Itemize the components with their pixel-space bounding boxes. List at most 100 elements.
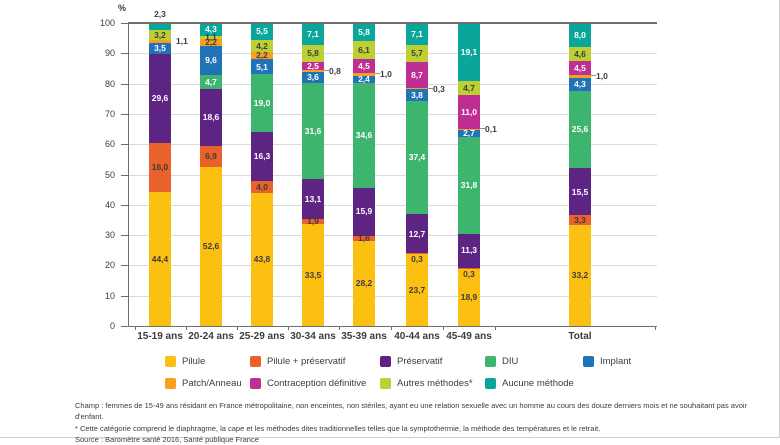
value-label-pr-servatif-35-39-ans: 15,9 <box>356 207 373 216</box>
bar-segment-pilule-20-24-ans: 52,6 <box>200 167 222 326</box>
y-tick-label-70: 70 <box>83 109 115 119</box>
bar-segment-aucune-m-thode-45-49-ans: 19,1 <box>458 23 480 81</box>
bar-segment-pilule-25-29-ans: 43,8 <box>251 193 273 326</box>
x-tick-1 <box>186 326 187 330</box>
legend-label-implant: Implant <box>600 356 631 367</box>
x-tick-3 <box>288 326 289 330</box>
value-label-pilule-15-19-ans: 44,4 <box>152 255 169 264</box>
legend-item-patch-anneau: Patch/Anneau <box>165 378 242 389</box>
legend-swatch-patch-anneau <box>165 378 176 389</box>
bar-segment-pilule-35-39-ans: 28,2 <box>353 241 375 326</box>
legend-label-pilule-pr-servatif: Pilule + préservatif <box>267 356 345 367</box>
value-label-autres-m-thodes-40-44-ans: 5,7 <box>411 49 423 58</box>
value-label-pilule-pr-servatif-25-29-ans: 4,0 <box>256 183 268 192</box>
value-label-patch-anneau-total: 1,0 <box>596 71 608 81</box>
bar-segment-implant-40-44-ans: 3,8 <box>406 89 428 101</box>
value-label-pilule-pr-servatif-20-24-ans: 6,9 <box>205 152 217 161</box>
bar-segment-autres-m-thodes-total: 4,6 <box>569 47 591 61</box>
value-label-contraception-d-finitive-35-39-ans: 4,5 <box>358 62 370 71</box>
legend-label-patch-anneau: Patch/Anneau <box>182 378 242 389</box>
legend-label-aucune-m-thode: Aucune méthode <box>502 378 574 389</box>
legend-label-pr-servatif: Préservatif <box>397 356 442 367</box>
value-label-patch-anneau-45-49-ans: 0,1 <box>485 124 497 134</box>
y-tick-100 <box>121 23 128 24</box>
bar-segment-pilule-pr-servatif-25-29-ans: 4,0 <box>251 181 273 193</box>
bar-segment-pr-servatif-20-24-ans: 18,6 <box>200 89 222 145</box>
legend-label-diu: DIU <box>502 356 518 367</box>
bar-segment-aucune-m-thode-total: 8,0 <box>569 23 591 47</box>
bar-segment-pilule-pr-servatif-total: 3,3 <box>569 215 591 225</box>
bar-segment-diu-20-24-ans: 4,7 <box>200 75 222 89</box>
y-tick-60 <box>121 144 128 145</box>
value-label-contraception-d-finitive-40-44-ans: 8,7 <box>411 71 423 80</box>
bar-segment-autres-m-thodes-45-49-ans: 4,7 <box>458 81 480 95</box>
bar-segment-patch-anneau-25-29-ans: 2,2 <box>251 52 273 59</box>
legend-label-autres-m-thodes: Autres méthodes* <box>397 378 473 389</box>
bar-segment-pilule-pr-servatif-30-34-ans: 1,9 <box>302 219 324 225</box>
x-category-label-total: Total <box>544 331 616 342</box>
bar-segment-aucune-m-thode-15-19-ans <box>149 23 171 30</box>
value-label-autres-m-thodes-20-24-ans: 1,1 <box>205 33 217 42</box>
value-label-aucune-m-thode-35-39-ans: 5,8 <box>358 28 370 37</box>
value-label-pilule-pr-servatif-35-39-ans: 1,6 <box>358 234 370 243</box>
bar-segment-implant-30-34-ans: 3,6 <box>302 72 324 83</box>
bar-segment-patch-anneau-total <box>569 75 591 78</box>
y-tick-label-60: 60 <box>83 139 115 149</box>
legend-swatch-contraception-d-finitive <box>250 378 261 389</box>
value-label-aucune-m-thode-45-49-ans: 19,1 <box>461 48 478 57</box>
legend-swatch-diu <box>485 356 496 367</box>
bar-segment-aucune-m-thode-35-39-ans: 5,8 <box>353 23 375 41</box>
bar-segment-diu-total: 25,6 <box>569 91 591 169</box>
bar-segment-autres-m-thodes-35-39-ans: 6,1 <box>353 41 375 59</box>
legend-item-pilule-pr-servatif: Pilule + préservatif <box>250 356 345 367</box>
value-label-pilule-30-34-ans: 33,5 <box>305 271 322 280</box>
bar-segment-implant-45-49-ans: 2,7 <box>458 129 480 137</box>
x-tick-2 <box>237 326 238 330</box>
bar-segment-aucune-m-thode-30-34-ans: 7,1 <box>302 23 324 45</box>
bar-segment-diu-40-44-ans: 37,4 <box>406 101 428 215</box>
value-label-autres-m-thodes-15-19-ans: 3,2 <box>154 31 166 40</box>
value-label-pr-servatif-30-34-ans: 13,1 <box>305 195 322 204</box>
bar-segment-pr-servatif-40-44-ans: 12,7 <box>406 214 428 253</box>
bar-segment-pilule-pr-servatif-20-24-ans: 6,9 <box>200 146 222 167</box>
value-label-pilule-25-29-ans: 43,8 <box>254 255 271 264</box>
x-category-label-45-49-ans: 45-49 ans <box>433 331 505 342</box>
legend-item-implant: Implant <box>583 356 631 367</box>
legend-swatch-pr-servatif <box>380 356 391 367</box>
y-tick-label-20: 20 <box>83 260 115 270</box>
y-tick-label-30: 30 <box>83 230 115 240</box>
value-label-implant-20-24-ans: 9,6 <box>205 56 217 65</box>
bar-segment-autres-m-thodes-20-24-ans: 1,1 <box>200 36 222 39</box>
bar-segment-implant-25-29-ans: 5,1 <box>251 59 273 74</box>
value-label-aucune-m-thode-25-29-ans: 5,5 <box>256 27 268 36</box>
x-tick-5 <box>391 326 392 330</box>
y-tick-10 <box>121 296 128 297</box>
value-label-pr-servatif-20-24-ans: 18,6 <box>203 113 220 122</box>
y-tick-label-100: 100 <box>83 18 115 28</box>
value-label-pr-servatif-45-49-ans: 11,3 <box>461 246 477 255</box>
value-label-pilule-pr-servatif-40-44-ans: 0,3 <box>406 254 428 264</box>
bar-segment-diu-35-39-ans: 34,6 <box>353 83 375 188</box>
bar-segment-pilule-15-19-ans: 44,4 <box>149 192 171 326</box>
legend-swatch-pilule-pr-servatif <box>250 356 261 367</box>
value-label-autres-m-thodes-25-29-ans: 4,2 <box>256 42 268 51</box>
legend-item-diu: DIU <box>485 356 518 367</box>
y-tick-0 <box>121 326 128 327</box>
value-label-diu-30-34-ans: 31,6 <box>305 127 322 136</box>
value-label-pr-servatif-40-44-ans: 12,7 <box>409 230 426 239</box>
value-label-patch-anneau-40-44-ans: 0,3 <box>433 84 445 94</box>
bar-segment-pr-servatif-35-39-ans: 15,9 <box>353 188 375 236</box>
bar-segment-implant-20-24-ans: 9,6 <box>200 46 222 75</box>
value-label-implant-25-29-ans: 5,1 <box>256 63 268 72</box>
value-label-autres-m-thodes-45-49-ans: 4,7 <box>463 84 475 93</box>
y-tick-label-10: 10 <box>83 291 115 301</box>
bar-segment-diu-25-29-ans: 19,0 <box>251 74 273 132</box>
footnote-champ: Champ : femmes de 15-49 ans résidant en … <box>75 400 775 423</box>
value-label-autres-m-thodes-35-39-ans: 6,1 <box>358 46 370 55</box>
